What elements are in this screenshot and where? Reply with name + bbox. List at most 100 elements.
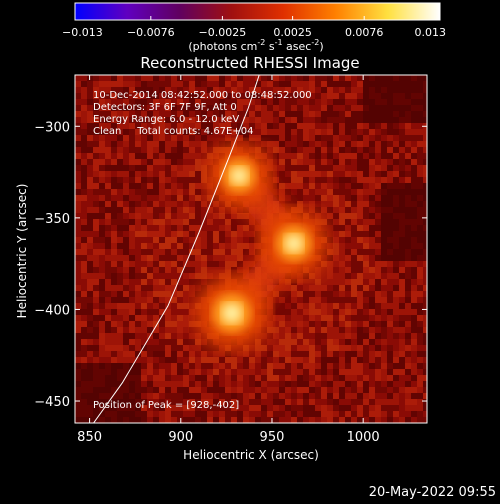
texture-cell xyxy=(81,201,87,207)
texture-cell xyxy=(153,411,159,417)
texture-cell xyxy=(405,357,411,363)
texture-cell xyxy=(363,345,369,351)
texture-cell xyxy=(123,159,129,165)
texture-cell xyxy=(159,255,165,261)
source-1-core xyxy=(221,303,242,324)
texture-cell xyxy=(201,183,207,189)
texture-cell xyxy=(411,393,417,399)
y-tick-label: −400 xyxy=(34,303,70,318)
texture-cell xyxy=(333,387,339,393)
texture-cell xyxy=(93,81,99,87)
texture-cell xyxy=(303,315,309,321)
texture-cell xyxy=(135,213,141,219)
texture-cell xyxy=(399,105,405,111)
texture-cell xyxy=(255,411,261,417)
texture-cell xyxy=(141,129,147,135)
texture-cell xyxy=(279,363,285,369)
texture-cell xyxy=(285,303,291,309)
texture-cell xyxy=(405,351,411,357)
texture-cell xyxy=(213,231,219,237)
texture-cell xyxy=(147,357,153,363)
texture-cell xyxy=(141,375,147,381)
texture-cell xyxy=(87,189,93,195)
texture-cell xyxy=(381,237,387,243)
texture-cell xyxy=(249,357,255,363)
texture-cell xyxy=(87,321,93,327)
texture-cell xyxy=(351,297,357,303)
texture-cell xyxy=(411,165,417,171)
texture-cell xyxy=(171,375,177,381)
texture-cell xyxy=(261,93,267,99)
texture-cell xyxy=(417,351,423,357)
texture-cell xyxy=(357,351,363,357)
texture-cell xyxy=(117,327,123,333)
texture-cell xyxy=(393,93,399,99)
texture-cell xyxy=(93,75,99,81)
texture-cell xyxy=(303,111,309,117)
texture-cell xyxy=(171,261,177,267)
texture-cell xyxy=(393,393,399,399)
texture-cell xyxy=(339,267,345,273)
texture-cell xyxy=(411,399,417,405)
texture-cell xyxy=(165,189,171,195)
texture-cell xyxy=(171,195,177,201)
texture-cell xyxy=(291,159,297,165)
texture-cell xyxy=(369,195,375,201)
texture-cell xyxy=(327,189,333,195)
texture-cell xyxy=(303,291,309,297)
texture-cell xyxy=(273,81,279,87)
texture-cell xyxy=(243,351,249,357)
texture-cell xyxy=(309,393,315,399)
texture-cell xyxy=(393,375,399,381)
texture-cell xyxy=(423,249,427,255)
texture-cell xyxy=(195,153,201,159)
texture-cell xyxy=(177,381,183,387)
texture-cell xyxy=(105,297,111,303)
texture-cell xyxy=(189,93,195,99)
texture-cell xyxy=(381,189,387,195)
texture-cell xyxy=(81,399,87,405)
texture-cell xyxy=(99,93,105,99)
texture-cell xyxy=(261,135,267,141)
texture-cell xyxy=(117,345,123,351)
texture-cell xyxy=(105,237,111,243)
texture-cell xyxy=(363,165,369,171)
texture-cell xyxy=(345,183,351,189)
texture-cell xyxy=(303,75,309,81)
texture-cell xyxy=(411,159,417,165)
texture-cell xyxy=(141,99,147,105)
texture-cell xyxy=(249,363,255,369)
texture-cell xyxy=(381,315,387,321)
texture-cell xyxy=(93,351,99,357)
texture-cell xyxy=(75,165,81,171)
texture-cell xyxy=(75,219,81,225)
texture-cell xyxy=(411,387,417,393)
texture-cell xyxy=(339,201,345,207)
texture-cell xyxy=(87,381,93,387)
texture-cell xyxy=(423,117,427,123)
texture-cell xyxy=(207,219,213,225)
texture-cell xyxy=(207,213,213,219)
texture-cell xyxy=(357,171,363,177)
texture-cell xyxy=(243,105,249,111)
texture-cell xyxy=(81,279,87,285)
texture-cell xyxy=(81,129,87,135)
texture-cell xyxy=(423,363,427,369)
texture-cell xyxy=(153,297,159,303)
texture-cell xyxy=(75,333,81,339)
texture-cell xyxy=(189,351,195,357)
texture-cell xyxy=(99,105,105,111)
texture-cell xyxy=(219,93,225,99)
texture-cell xyxy=(195,111,201,117)
texture-cell xyxy=(333,363,339,369)
texture-cell xyxy=(213,135,219,141)
texture-cell xyxy=(135,225,141,231)
texture-cell xyxy=(123,237,129,243)
texture-cell xyxy=(243,141,249,147)
texture-cell xyxy=(87,117,93,123)
y-tick-label: −350 xyxy=(34,212,70,227)
texture-cell xyxy=(123,273,129,279)
texture-cell xyxy=(165,183,171,189)
texture-cell xyxy=(141,249,147,255)
texture-cell xyxy=(123,105,129,111)
